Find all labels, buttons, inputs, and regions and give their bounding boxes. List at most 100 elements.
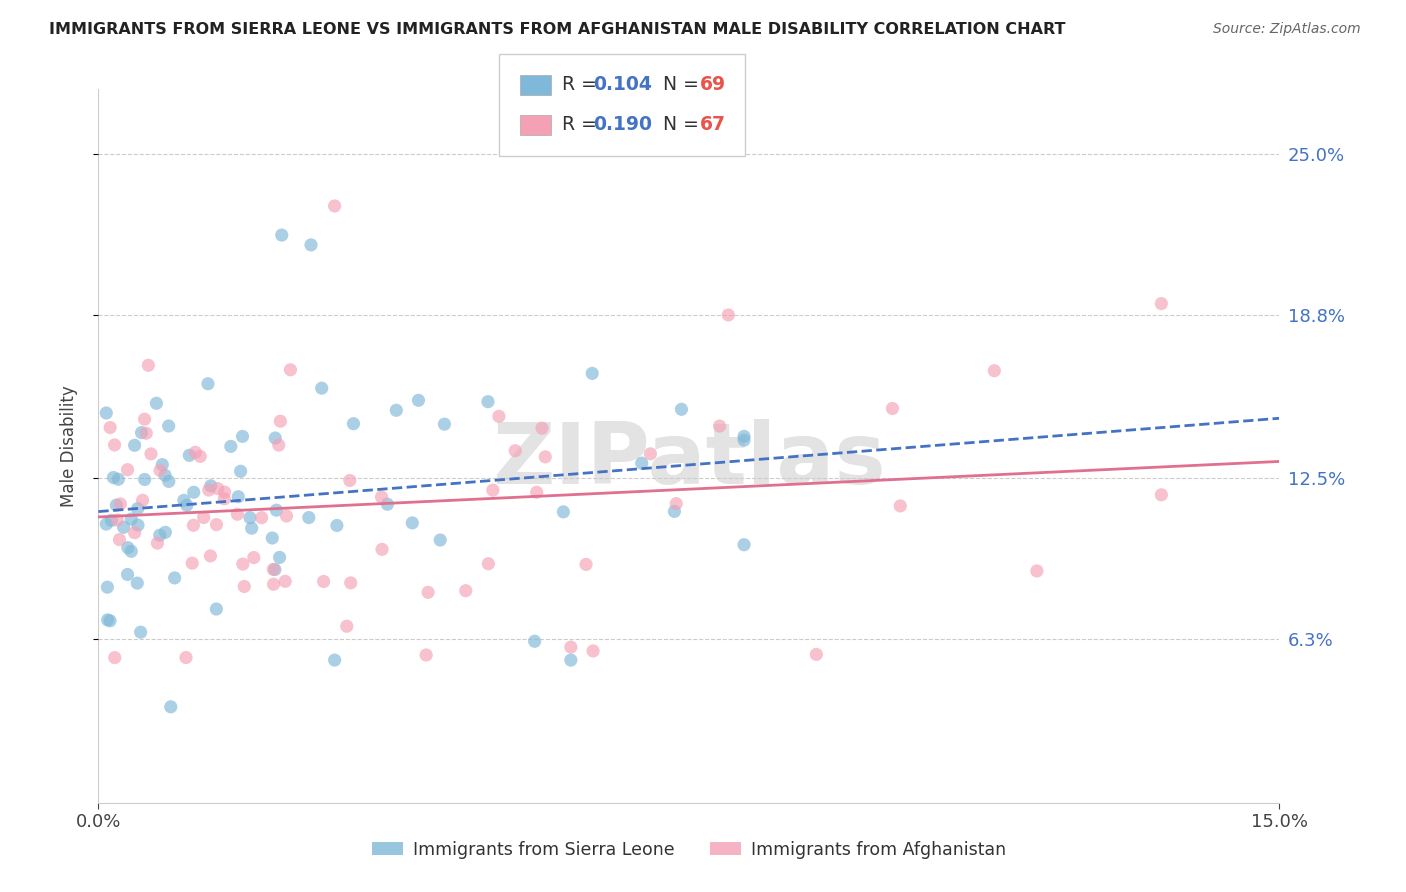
Point — [183, 518, 205, 533]
Point — [336, 619, 359, 633]
Point — [124, 525, 146, 540]
Point — [110, 497, 132, 511]
Point — [370, 490, 392, 504]
Text: N =: N = — [651, 115, 704, 135]
Point — [266, 503, 288, 517]
Point — [108, 533, 131, 547]
Point — [323, 653, 346, 667]
Point — [264, 431, 287, 445]
Point — [157, 419, 180, 434]
Point — [276, 508, 298, 523]
Point — [1150, 296, 1173, 310]
Point — [1150, 488, 1173, 502]
Point — [262, 531, 284, 545]
Point — [149, 463, 172, 477]
Point — [482, 483, 505, 498]
Point — [664, 504, 686, 518]
Point — [665, 497, 688, 511]
Point — [523, 634, 546, 648]
Point — [429, 533, 451, 547]
Point — [581, 367, 603, 381]
Point — [103, 470, 125, 484]
Point — [298, 510, 321, 524]
Point — [145, 396, 167, 410]
Point — [733, 538, 755, 552]
Point — [733, 429, 755, 443]
Point — [269, 550, 291, 565]
Point — [117, 541, 139, 555]
Point — [415, 648, 437, 662]
Point — [104, 650, 127, 665]
Point — [197, 483, 219, 497]
Point — [263, 577, 285, 591]
Point — [226, 490, 249, 504]
Point — [240, 521, 263, 535]
Point — [131, 425, 153, 440]
Point — [176, 498, 198, 512]
Point — [270, 228, 292, 243]
Point — [454, 583, 477, 598]
Point — [433, 417, 456, 432]
Point — [239, 510, 262, 524]
Point — [120, 544, 142, 558]
Point — [153, 468, 176, 483]
Text: 0.104: 0.104 — [593, 75, 652, 95]
Point — [280, 363, 302, 377]
Point — [243, 550, 266, 565]
Text: 67: 67 — [700, 115, 725, 135]
Point — [155, 525, 177, 540]
Point — [250, 510, 273, 524]
Point — [129, 625, 152, 640]
Point — [117, 567, 139, 582]
Point — [117, 463, 139, 477]
Point — [107, 472, 129, 486]
Text: 0.190: 0.190 — [593, 115, 652, 135]
Text: IMMIGRANTS FROM SIERRA LEONE VS IMMIGRANTS FROM AFGHANISTAN MALE DISABILITY CORR: IMMIGRANTS FROM SIERRA LEONE VS IMMIGRAN… — [49, 22, 1066, 37]
Point — [582, 644, 605, 658]
Point — [200, 479, 222, 493]
Point — [264, 562, 287, 576]
Point — [339, 575, 361, 590]
Point — [96, 517, 118, 532]
Point — [534, 450, 557, 464]
Text: Source: ZipAtlas.com: Source: ZipAtlas.com — [1213, 22, 1361, 37]
Point — [207, 482, 229, 496]
Point — [477, 394, 499, 409]
Point — [134, 412, 156, 426]
Point — [530, 421, 553, 435]
Point — [197, 376, 219, 391]
Point — [103, 438, 125, 452]
Point — [181, 556, 204, 570]
Point — [124, 438, 146, 452]
Point — [112, 520, 135, 534]
Point — [269, 414, 291, 428]
Point — [105, 498, 128, 512]
Text: R =: R = — [562, 75, 603, 95]
Point — [96, 580, 118, 594]
Point — [193, 510, 215, 524]
Point — [408, 393, 430, 408]
Point — [100, 513, 122, 527]
Point — [127, 501, 149, 516]
Point — [205, 602, 228, 616]
Point — [105, 513, 128, 527]
Point — [371, 542, 394, 557]
Text: R =: R = — [562, 115, 603, 135]
Point — [229, 464, 252, 478]
Point — [889, 499, 911, 513]
Point — [477, 557, 499, 571]
Point — [127, 576, 149, 591]
Point — [173, 493, 195, 508]
Point — [131, 493, 153, 508]
Point — [184, 445, 207, 459]
Point — [98, 614, 121, 628]
Point — [312, 574, 335, 589]
Point — [311, 381, 333, 395]
Point — [149, 528, 172, 542]
Point — [183, 485, 205, 500]
Point — [671, 402, 693, 417]
Point — [299, 238, 322, 252]
Point — [640, 447, 662, 461]
Point — [560, 640, 582, 654]
Point — [575, 558, 598, 572]
